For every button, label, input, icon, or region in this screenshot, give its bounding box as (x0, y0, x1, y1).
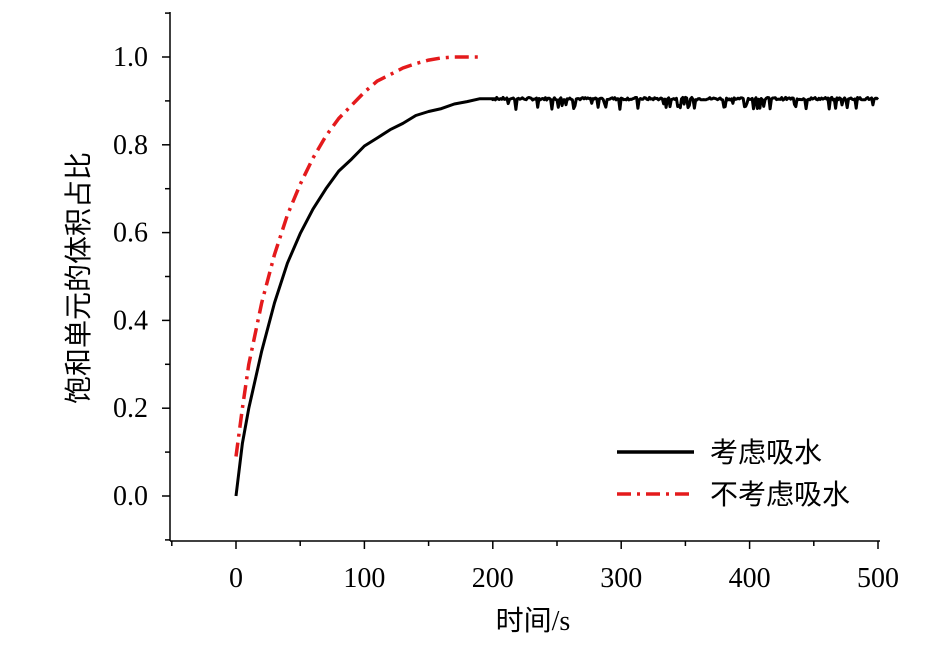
x-tick-label: 200 (472, 563, 514, 594)
y-ticks: 0.0 0.2 0.4 0.6 0.8 1.0 (113, 12, 170, 541)
y-tick-label: 1.0 (113, 42, 148, 73)
x-ticks: 0 100 200 300 400 500 (171, 541, 899, 594)
x-tick-label: 300 (600, 563, 642, 594)
y-tick-label: 0.8 (113, 130, 148, 161)
y-tick-label: 0.6 (113, 218, 148, 249)
legend: 考虑吸水 不考虑吸水 (617, 437, 850, 511)
y-tick-label: 0.0 (113, 481, 148, 512)
y-tick-label: 0.4 (113, 305, 148, 336)
x-axis-label: 时间/s (496, 605, 571, 637)
legend-label-series-2: 不考虑吸水 (710, 479, 850, 511)
x-tick-label: 500 (857, 563, 899, 594)
x-tick-label: 100 (343, 563, 385, 594)
series-line-bukaolv-xishui (234, 55, 480, 457)
y-axis-label: 饱和单元的体积占比 (63, 152, 95, 404)
series-line-kaolv-xishui (234, 95, 880, 497)
x-tick-label: 0 (229, 563, 243, 594)
y-tick-label: 0.2 (113, 393, 148, 424)
x-tick-label: 400 (729, 563, 771, 594)
plot-area (234, 55, 880, 497)
legend-label-series-1: 考虑吸水 (710, 437, 822, 469)
